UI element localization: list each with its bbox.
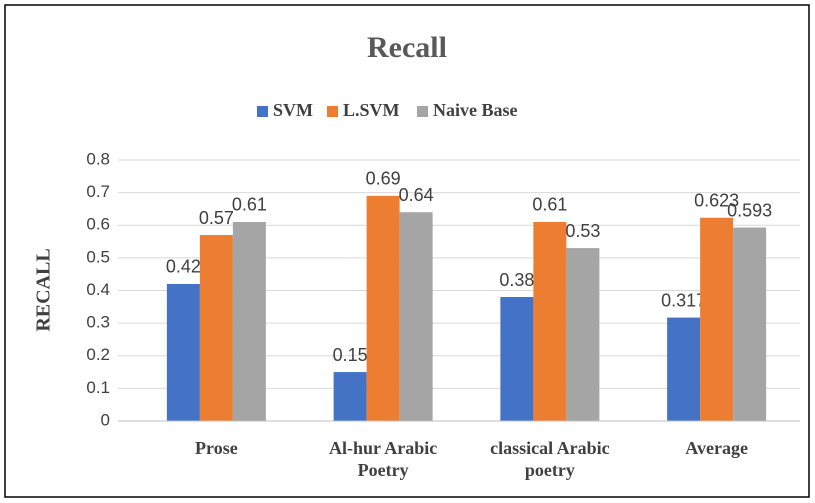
y-tick-label: 0.1 (86, 378, 110, 397)
x-tick-label: Prose (195, 438, 238, 458)
data-label: 0.623 (694, 190, 739, 210)
bar (500, 297, 534, 421)
bar (700, 217, 734, 421)
y-tick-label: 0.2 (86, 345, 110, 364)
legend-label: Naive Base (433, 100, 518, 120)
bar (232, 221, 266, 421)
y-tick-label: 0.5 (86, 247, 110, 266)
y-tick-label: 0.6 (86, 215, 110, 234)
legend-swatch (327, 106, 338, 117)
data-label: 0.15 (333, 345, 368, 365)
data-label: 0.69 (366, 169, 401, 189)
bar (566, 248, 600, 421)
legend-swatch (417, 106, 428, 117)
bar (366, 195, 400, 421)
data-label: 0.38 (499, 270, 534, 290)
bar (333, 372, 367, 421)
data-label: 0.42 (166, 257, 201, 277)
y-tick-label: 0.4 (86, 280, 110, 299)
y-tick-label: 0.7 (86, 182, 110, 201)
chart-title: Recall (367, 31, 447, 64)
x-tick-label: classical Arabic poetry (490, 438, 610, 480)
data-label: 0.317 (661, 290, 706, 310)
legend-label: SVM (273, 100, 313, 120)
data-label: 0.61 (232, 195, 267, 215)
bar (533, 221, 567, 421)
bar (166, 283, 200, 421)
bar (667, 317, 701, 421)
data-label: 0.64 (399, 185, 434, 205)
x-tick-label: Al-hur Arabic Poetry (329, 438, 438, 480)
bar (399, 212, 433, 421)
data-label: 0.61 (532, 195, 567, 215)
y-tick-label: 0.8 (86, 149, 110, 168)
bar (199, 235, 233, 421)
bar (733, 227, 767, 421)
legend-label: L.SVM (343, 100, 400, 120)
y-tick-label: 0.3 (86, 313, 110, 332)
y-tick-label: 0 (101, 410, 110, 429)
data-label: 0.57 (199, 208, 234, 228)
legend-swatch (257, 106, 268, 117)
x-tick-label: Average (685, 438, 748, 458)
data-label: 0.593 (727, 200, 772, 220)
y-axis-label: RECALL (33, 248, 55, 331)
data-label: 0.53 (565, 221, 600, 241)
